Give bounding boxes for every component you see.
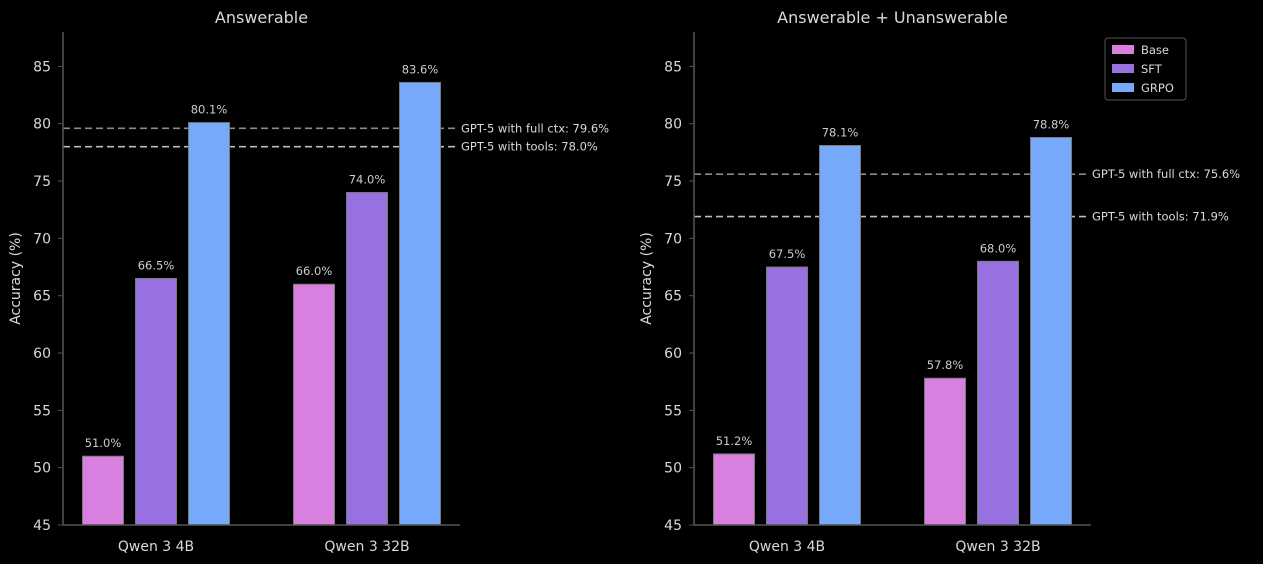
- x-tick-label: Qwen 3 32B: [324, 539, 409, 555]
- y-axis-label: Accuracy (%): [8, 232, 24, 325]
- bar-grpo: [819, 145, 861, 526]
- reference-line-label: GPT-5 with full ctx: 79.6%: [461, 121, 609, 135]
- y-tick-label: 45: [664, 518, 682, 534]
- y-axis-label: Accuracy (%): [639, 232, 655, 325]
- y-tick-label: 70: [33, 231, 51, 247]
- y-tick-label: 65: [664, 289, 682, 305]
- bar-base: [924, 377, 966, 526]
- bar-base: [82, 455, 124, 526]
- y-tick-label: 85: [33, 59, 51, 75]
- bar-value-label: 66.0%: [296, 264, 333, 278]
- reference-line-label: GPT-5 with full ctx: 75.6%: [1092, 167, 1240, 181]
- legend-swatch-grpo: [1112, 83, 1134, 92]
- bar-grpo: [399, 81, 441, 526]
- y-tick-label: 75: [664, 174, 682, 190]
- x-tick-label: Qwen 3 4B: [749, 539, 825, 555]
- reference-line-label: GPT-5 with tools: 71.9%: [1092, 210, 1229, 224]
- bar-sft: [135, 278, 177, 526]
- bar-value-label: 83.6%: [402, 62, 439, 76]
- bar-value-label: 51.0%: [85, 436, 122, 450]
- bar-value-label: 78.8%: [1033, 117, 1070, 131]
- y-tick-label: 85: [664, 59, 682, 75]
- chart-title: Answerable + Unanswerable: [777, 8, 1008, 27]
- bar-value-label: 66.5%: [138, 259, 175, 273]
- y-tick-label: 50: [33, 461, 51, 477]
- bar-grpo: [188, 122, 230, 526]
- legend-label: SFT: [1141, 62, 1163, 76]
- legend-swatch-sft: [1112, 64, 1134, 73]
- legend: Base SFT GRPO: [1104, 37, 1187, 101]
- y-tick-label: 55: [33, 403, 51, 419]
- bar-value-label: 68.0%: [980, 241, 1017, 255]
- reference-line-label: GPT-5 with tools: 78.0%: [461, 140, 598, 154]
- bar-sft: [766, 266, 808, 526]
- y-tick-label: 60: [664, 346, 682, 362]
- bar-grpo: [1030, 136, 1072, 526]
- bar-value-label: 51.2%: [716, 434, 753, 448]
- panel-answerable-unanswerable: Answerable + Unanswerable Accuracy (%) GPT…: [639, 8, 1240, 555]
- y-tick-label: 80: [664, 117, 682, 133]
- y-tick-label: 45: [33, 518, 51, 534]
- legend-label: Base: [1141, 43, 1169, 57]
- y-tick-label: 50: [664, 461, 682, 477]
- y-tick-label: 70: [664, 231, 682, 247]
- x-tick-label: Qwen 3 4B: [118, 539, 194, 555]
- bar-sft: [977, 260, 1019, 526]
- y-tick-label: 80: [33, 117, 51, 133]
- bar-value-label: 74.0%: [349, 173, 386, 187]
- y-tick-label: 60: [33, 346, 51, 362]
- legend-label: GRPO: [1141, 81, 1174, 95]
- y-tick-label: 55: [664, 403, 682, 419]
- y-tick-label: 75: [33, 174, 51, 190]
- bar-value-label: 78.1%: [822, 126, 859, 140]
- bar-value-label: 67.5%: [769, 247, 806, 261]
- bar-value-label: 57.8%: [927, 358, 964, 372]
- panel-answerable: Answerable Accuracy (%) GPT-5 with full ct…: [8, 8, 609, 555]
- bar-base: [293, 283, 335, 526]
- x-tick-label: Qwen 3 32B: [955, 539, 1040, 555]
- chart-title: Answerable: [215, 8, 308, 27]
- bar-value-label: 80.1%: [191, 103, 228, 117]
- y-tick-label: 65: [33, 289, 51, 305]
- bar-base: [713, 453, 755, 526]
- bar-sft: [346, 192, 388, 526]
- legend-swatch-base: [1112, 45, 1134, 54]
